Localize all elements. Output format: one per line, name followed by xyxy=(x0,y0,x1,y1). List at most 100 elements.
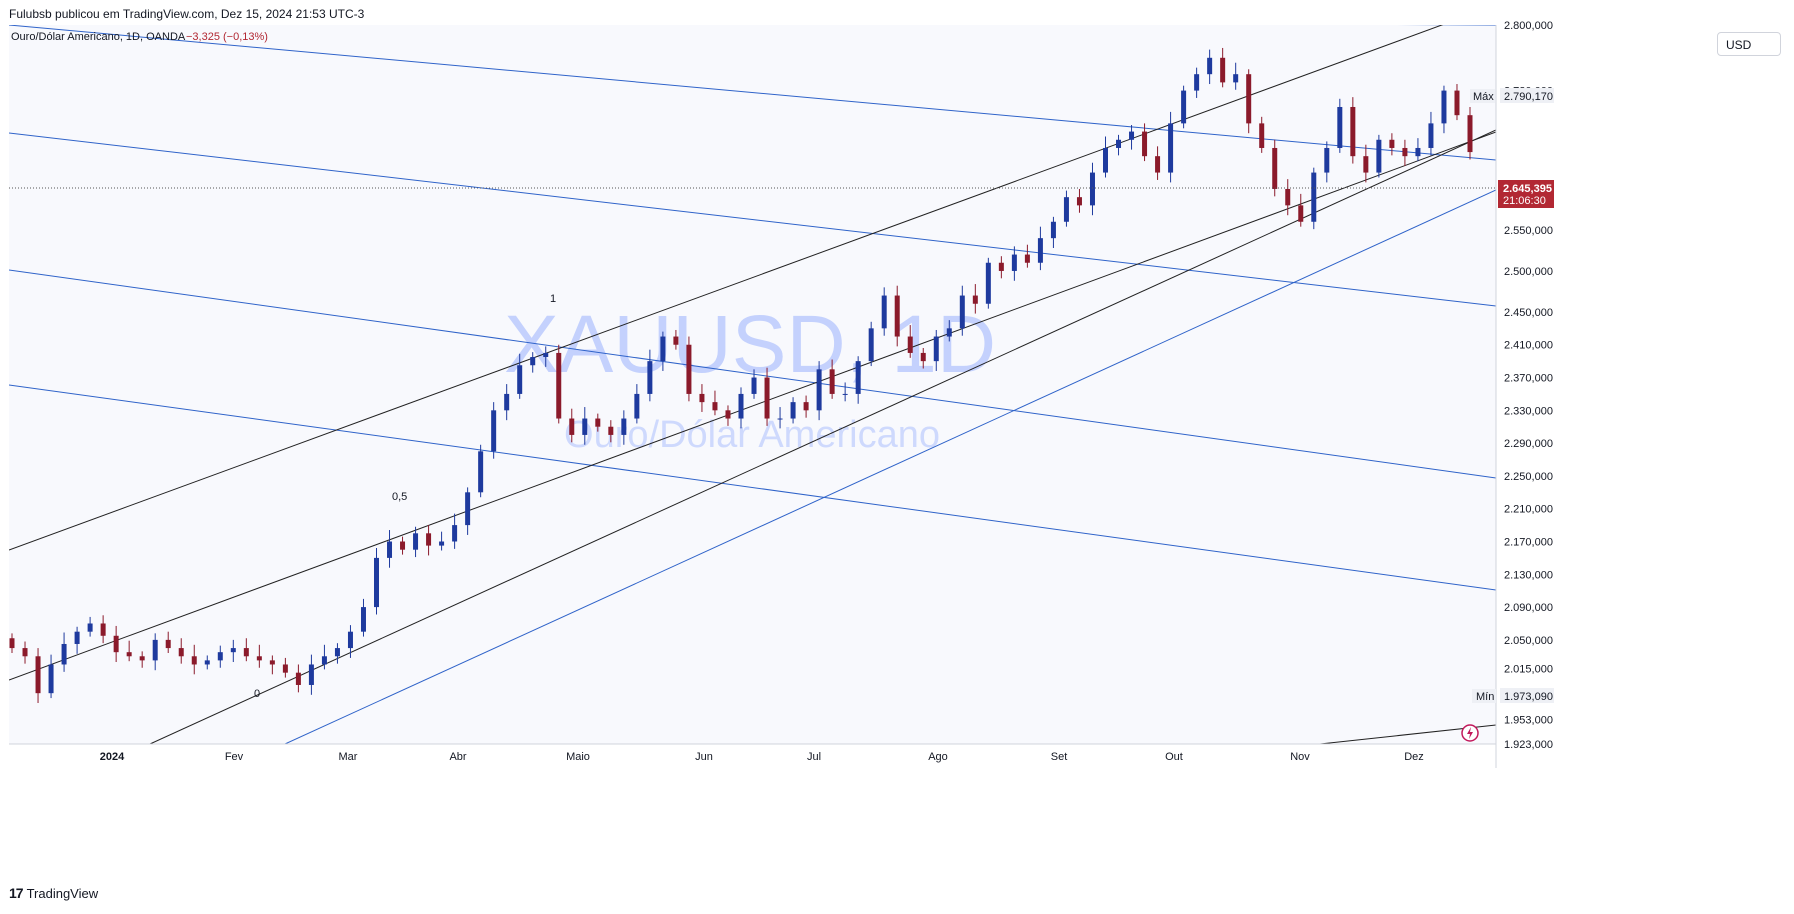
candle-body xyxy=(1389,139,1395,148)
candle-body xyxy=(9,638,15,649)
candle-body xyxy=(439,541,445,546)
trend-line[interactable] xyxy=(9,131,1496,681)
candle-body xyxy=(1246,74,1252,124)
candle-body xyxy=(413,533,419,550)
candle-body xyxy=(1207,57,1213,75)
candle-body xyxy=(881,295,887,329)
candle-body xyxy=(1181,90,1187,124)
candle-body xyxy=(165,639,171,649)
trend-line[interactable] xyxy=(284,189,1496,744)
candle-body xyxy=(920,352,926,362)
candle-body xyxy=(933,336,939,362)
candle-body xyxy=(998,262,1004,271)
candle-body xyxy=(1050,221,1056,239)
trend-line[interactable] xyxy=(9,22,1450,551)
candle-body xyxy=(269,660,275,665)
candle-body xyxy=(74,631,80,644)
candle-body xyxy=(400,541,406,550)
candle-body xyxy=(230,648,236,653)
candle-body xyxy=(842,393,848,395)
publish-line: Fulubsb publicou em TradingView.com, Dez… xyxy=(9,7,365,21)
candle-body xyxy=(634,393,640,419)
fib-label-1: 1 xyxy=(550,293,556,305)
candle-body xyxy=(1285,188,1291,206)
candle-body xyxy=(712,402,718,411)
candle-body xyxy=(868,328,874,362)
price-tick-label: 2.210,000 xyxy=(1504,504,1553,516)
candle-body xyxy=(1142,131,1148,157)
candle-body xyxy=(816,369,822,411)
candle-body xyxy=(1116,139,1122,148)
time-tick-label: 2024 xyxy=(100,751,125,763)
price-tick-label: 2.015,000 xyxy=(1504,664,1553,676)
candle-body xyxy=(1089,172,1095,206)
time-tick-label: Out xyxy=(1165,751,1183,763)
price-tick-label: 1.953,000 xyxy=(1504,714,1553,726)
candle-body xyxy=(777,418,783,420)
candle-body xyxy=(308,664,314,685)
price-tick-label: 2.800,000 xyxy=(1504,20,1553,32)
candle-body xyxy=(1155,156,1161,173)
trend-line[interactable] xyxy=(9,25,1496,161)
candle-body xyxy=(608,426,614,435)
time-tick-label: Jun xyxy=(695,751,713,763)
candle-body xyxy=(504,393,510,411)
currency-button[interactable]: USD xyxy=(1717,32,1781,56)
candle-body xyxy=(113,635,119,653)
candle-body xyxy=(295,672,301,685)
candle-body xyxy=(1441,90,1447,124)
candle-body xyxy=(1233,74,1239,83)
footer-brand: TradingView xyxy=(26,885,99,901)
candle-body xyxy=(1376,139,1382,173)
trend-line[interactable] xyxy=(9,269,1496,479)
last-price-tag: 2.645,395 21:06:30 xyxy=(1498,180,1554,208)
candle-body xyxy=(686,344,692,394)
last-price-countdown: 21:06:30 xyxy=(1503,195,1546,207)
price-tick-label: 2.050,000 xyxy=(1504,635,1553,647)
time-tick-label: Nov xyxy=(1290,751,1310,763)
last-price-value: 2.645,395 xyxy=(1503,183,1552,195)
candle-body xyxy=(452,525,458,542)
trend-line[interactable] xyxy=(500,20,1496,26)
lightning-icon[interactable] xyxy=(1461,724,1479,742)
legend-symbol[interactable]: Ouro/Dólar Americano, 1D, OANDA xyxy=(11,31,186,43)
price-axis[interactable]: 2.800,0002.720,0002.600,0002.550,0002.50… xyxy=(1504,20,1553,751)
candle-body xyxy=(972,295,978,304)
candle-body xyxy=(556,352,562,419)
candle-body xyxy=(61,643,67,665)
trend-line[interactable] xyxy=(9,132,1496,307)
price-tick-label: 2.550,000 xyxy=(1504,225,1553,237)
time-tick-label: Dez xyxy=(1404,751,1424,763)
candle-body xyxy=(790,402,796,419)
candle-body xyxy=(985,262,991,304)
candle-body xyxy=(595,418,601,427)
candle-body xyxy=(243,648,249,657)
candle-body xyxy=(491,410,497,452)
candle-body xyxy=(347,631,353,649)
candle-body xyxy=(387,541,393,558)
candle-body xyxy=(543,352,549,358)
candle-body xyxy=(1363,156,1369,173)
candle-body xyxy=(751,377,757,394)
candle-body xyxy=(725,410,731,419)
candle-body xyxy=(946,328,952,337)
fib-label-0: 0 xyxy=(254,688,260,700)
candle-body xyxy=(803,402,809,411)
candle-body xyxy=(959,295,965,329)
price-tick-label: 2.250,000 xyxy=(1504,471,1553,483)
candle-body xyxy=(465,492,471,526)
candle-body xyxy=(517,365,523,394)
trend-line[interactable] xyxy=(149,129,1496,744)
candle-body xyxy=(374,557,379,608)
candle-body xyxy=(764,377,770,419)
candle-body xyxy=(582,418,588,435)
candle-body xyxy=(1168,123,1174,173)
candle-body xyxy=(191,656,197,665)
candle-body xyxy=(1337,106,1343,148)
candle-body xyxy=(1076,197,1082,206)
time-axis[interactable]: 2024 Fev Mar Abr Maio Jun Jul Ago Set Out Nov Dez xyxy=(100,751,1424,763)
candle-body xyxy=(1415,147,1421,157)
candle-body xyxy=(426,533,432,546)
trend-line[interactable] xyxy=(9,384,1496,591)
